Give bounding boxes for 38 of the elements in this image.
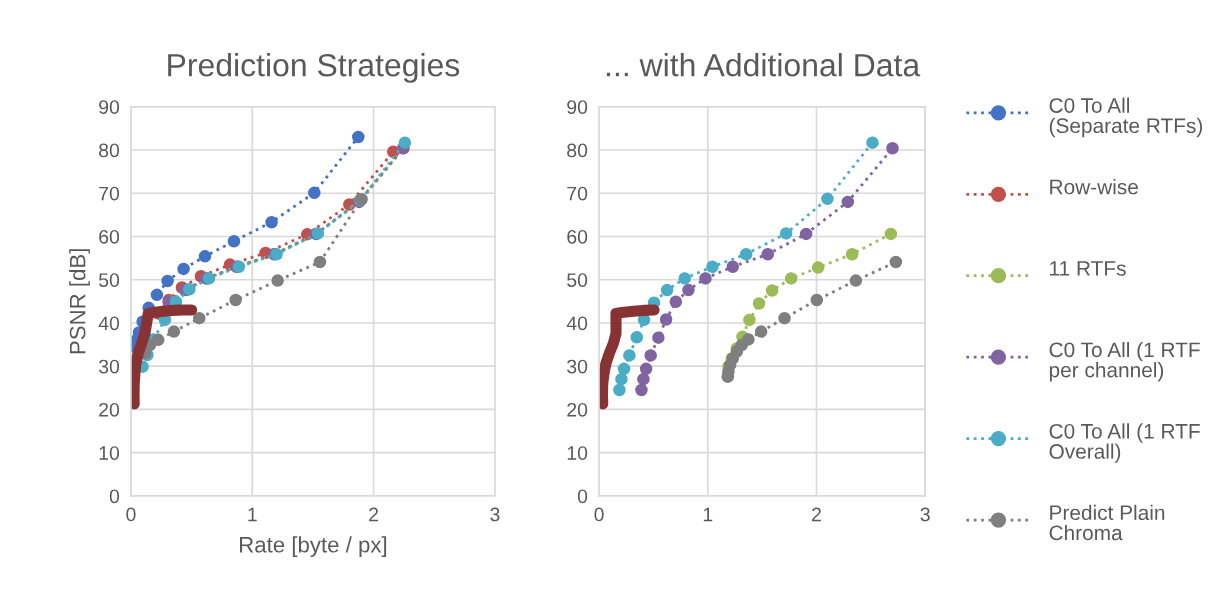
y-tick-label: 10 <box>567 446 588 460</box>
y-tick-label: 80 <box>99 143 120 158</box>
y-tick-label: 60 <box>567 229 588 244</box>
y-tick-label: 70 <box>567 186 588 201</box>
x-tick-label: 3 <box>490 507 500 522</box>
y-tick-label: 20 <box>567 402 588 417</box>
y-tick-label: 40 <box>566 316 588 331</box>
y-tick-label: 80 <box>567 143 588 158</box>
y-tick-label: 20 <box>99 402 120 417</box>
y-tick-label: 50 <box>98 273 120 287</box>
y-tick-label: 60 <box>99 229 120 244</box>
x-tick-label: 0 <box>594 507 604 522</box>
y-tick-label: 30 <box>98 359 120 374</box>
y-tick-label: 10 <box>99 446 120 460</box>
x-axis-title: Rate [byte / px] <box>240 536 387 557</box>
y-tick-label: 0 <box>109 489 120 504</box>
legend-label: C0 To All (1 RTF per channel) <box>1049 341 1200 382</box>
legend-label: 11 RTFs <box>1050 261 1126 276</box>
x-tick-label: 3 <box>920 507 930 522</box>
y-tick-label: 90 <box>99 100 120 114</box>
chart-title: Prediction Strategies <box>168 53 460 83</box>
x-tick-label: 1 <box>248 507 257 522</box>
x-tick-label: 0 <box>126 507 136 522</box>
y-tick-label: 30 <box>567 359 588 374</box>
y-tick-label: 0 <box>577 489 588 504</box>
y-axis-title: PSNR [dB] <box>69 249 90 354</box>
y-tick-label: 90 <box>567 100 588 114</box>
legend-label: Predict Plain Chroma <box>1049 504 1165 541</box>
legend-label: C0 To All (Separate RTFs) <box>1049 97 1203 138</box>
legend-label: Row-wise <box>1050 179 1138 195</box>
x-tick-label: 2 <box>812 507 821 522</box>
y-tick-label: 50 <box>567 273 588 287</box>
y-tick-label: 70 <box>99 186 120 201</box>
chart-title: ... with Additional Data <box>607 53 921 77</box>
x-tick-label: 2 <box>369 507 379 522</box>
legend-label: C0 To All (1 RTF Overall) <box>1049 423 1200 463</box>
x-tick-label: 1 <box>703 507 713 522</box>
y-tick-label: 40 <box>98 316 120 331</box>
